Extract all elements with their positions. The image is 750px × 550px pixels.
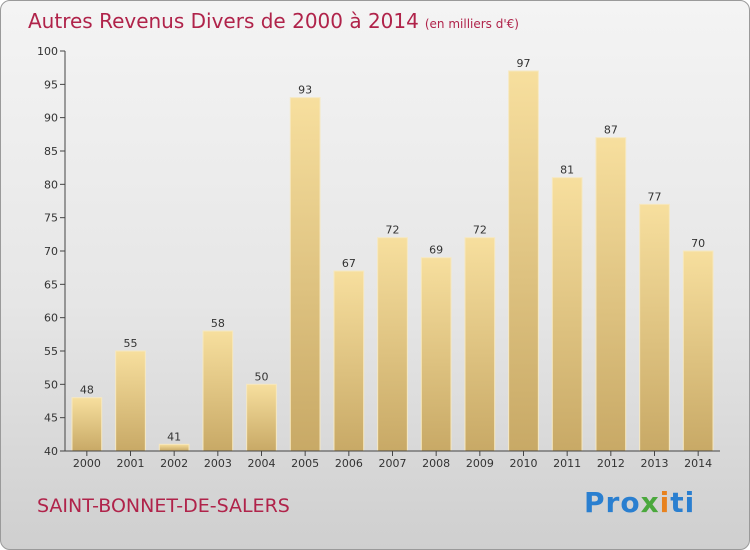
- bar-value-label: 50: [255, 370, 269, 383]
- bar-2004: [246, 383, 277, 452]
- x-tick-label: 2003: [204, 457, 232, 470]
- x-tick-label: 2010: [510, 457, 538, 470]
- bar-2003: [202, 330, 234, 452]
- y-tick-label: 65: [44, 278, 58, 291]
- y-tick-label: 60: [44, 312, 58, 325]
- bar-value-label: 70: [691, 237, 705, 250]
- bar-2005: [289, 97, 321, 452]
- y-tick-label: 45: [44, 412, 58, 425]
- bar-2012: [595, 137, 627, 452]
- x-tick-label: 2000: [73, 457, 101, 470]
- bar-value-label: 72: [473, 224, 487, 237]
- y-tick-label: 70: [44, 245, 58, 258]
- bar-2002: [158, 443, 190, 452]
- bar-value-label: 58: [211, 317, 225, 330]
- bar-2009: [464, 237, 496, 452]
- y-tick-label: 90: [44, 112, 58, 125]
- chart-subtitle: (en milliers d'€): [424, 17, 519, 31]
- bar-2008: [420, 257, 452, 452]
- bar-value-label: 87: [604, 124, 618, 137]
- chart-title-text: Autres Revenus Divers de 2000 à 2014: [28, 9, 419, 33]
- x-tick-label: 2008: [422, 457, 450, 470]
- bar-value-label: 77: [648, 190, 662, 203]
- x-tick-label: 2005: [291, 457, 319, 470]
- y-tick-label: 55: [44, 345, 58, 358]
- bar-2001: [115, 350, 146, 452]
- bar-value-label: 55: [124, 337, 138, 350]
- bar-2000: [71, 397, 103, 452]
- bar-2006: [333, 270, 365, 452]
- bar-value-label: 93: [298, 84, 312, 97]
- bar-value-label: 41: [167, 430, 181, 443]
- x-tick-label: 2001: [117, 457, 145, 470]
- x-tick-label: 2007: [379, 457, 407, 470]
- x-tick-label: 2004: [248, 457, 276, 470]
- bar-2014: [682, 250, 714, 452]
- y-tick-label: 95: [44, 78, 58, 91]
- bar-2007: [377, 237, 408, 452]
- bar-value-label: 81: [560, 164, 574, 177]
- bar-2013: [639, 203, 670, 452]
- y-tick-label: 50: [44, 378, 58, 391]
- x-tick-label: 2009: [466, 457, 494, 470]
- region-name: SAINT-BONNET-DE-SALERS: [37, 495, 290, 517]
- bar-2011: [551, 177, 583, 452]
- bar-value-label: 67: [342, 257, 356, 270]
- x-tick-label: 2002: [160, 457, 188, 470]
- x-tick-label: 2011: [553, 457, 581, 470]
- x-tick-label: 2012: [597, 457, 625, 470]
- proxiti-logo: Proxiti: [584, 486, 696, 519]
- x-tick-label: 2013: [641, 457, 669, 470]
- bar-value-label: 97: [517, 57, 531, 70]
- y-tick-label: 100: [37, 45, 58, 58]
- bar-value-label: 69: [429, 244, 443, 257]
- bar-value-label: 48: [80, 384, 94, 397]
- y-tick-label: 40: [44, 445, 58, 458]
- chart-title: Autres Revenus Divers de 2000 à 2014 (en …: [28, 9, 519, 33]
- x-tick-label: 2014: [684, 457, 712, 470]
- y-tick-label: 75: [44, 212, 58, 225]
- y-tick-label: 85: [44, 145, 58, 158]
- bar-2010: [508, 70, 539, 452]
- bar-value-label: 72: [386, 224, 400, 237]
- y-tick-label: 80: [44, 178, 58, 191]
- x-tick-label: 2006: [335, 457, 363, 470]
